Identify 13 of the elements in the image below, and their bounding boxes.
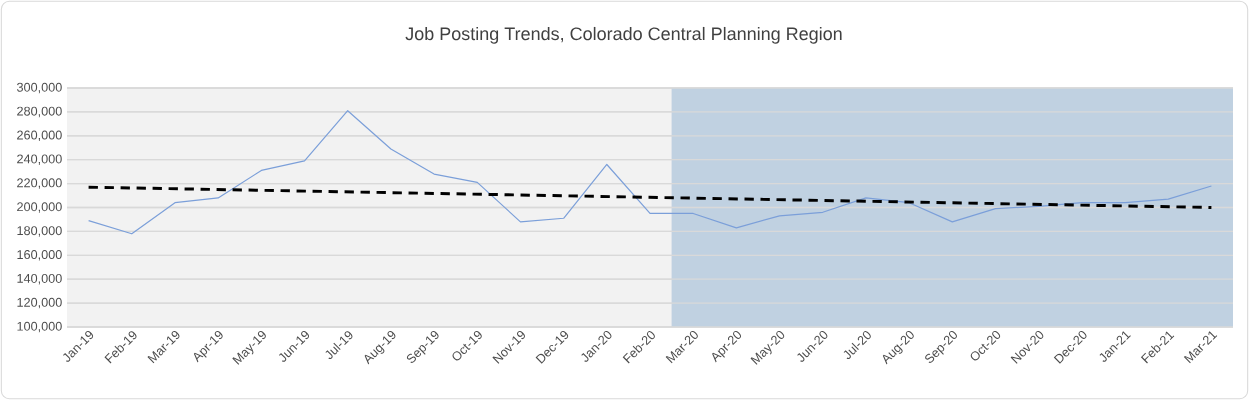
y-tick-label: 180,000 [17, 226, 62, 237]
y-tick-label: 280,000 [17, 106, 62, 118]
y-tick-label: 240,000 [17, 154, 62, 165]
y-tick-label: 260,000 [17, 130, 62, 142]
line-series [87, 110, 1213, 235]
y-tick-label: 160,000 [17, 250, 62, 261]
y-tick-label: 120,000 [17, 297, 62, 309]
y-tick-label: 300,000 [16, 82, 62, 94]
y-tick-label: 200,000 [17, 202, 62, 213]
y-tick-label: 100,000 [17, 321, 62, 333]
y-tick-label: 220,000 [17, 178, 62, 189]
chart-title: Job Posting Trends, Colorado Central Planning Region [405, 26, 842, 44]
y-tick-label: 140,000 [17, 273, 62, 285]
